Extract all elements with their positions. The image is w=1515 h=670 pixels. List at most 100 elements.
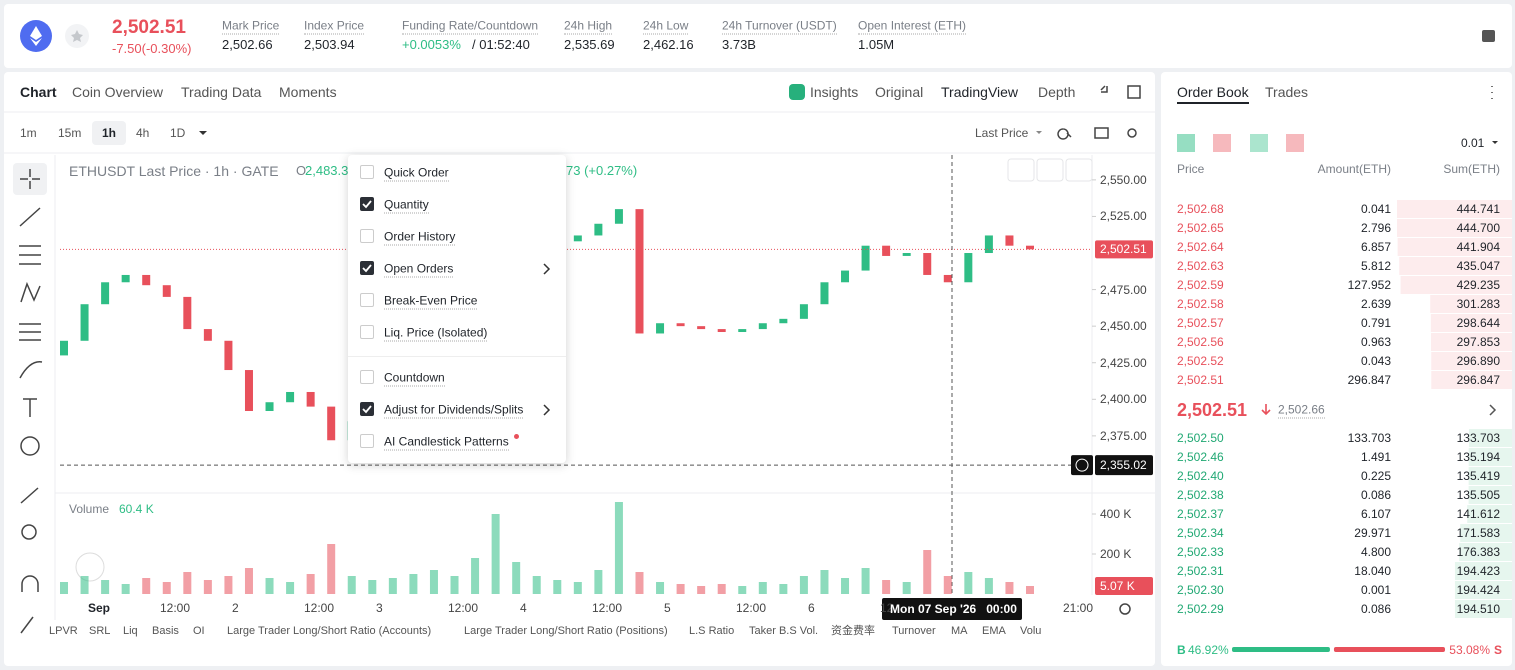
ob-amount: 2.639 [1360,297,1391,311]
layout-icon[interactable] [1177,134,1195,152]
menu-item[interactable]: Quick Order [384,165,449,182]
indicator[interactable]: Liq [123,625,138,637]
checkbox[interactable] [360,434,374,448]
ob-sum: 176.383 [1456,545,1500,559]
ob-tab[interactable]: Order Book [1177,84,1249,100]
layout-icon[interactable] [1286,134,1304,152]
candle [1026,245,1034,250]
menu-item[interactable]: AI Candlestick Patterns [384,434,509,451]
x-tick-label: 12:00 [448,601,479,615]
tool-active[interactable] [13,163,47,195]
menu-item[interactable]: Order History [384,229,456,246]
x-tick-label: Sep [88,601,111,615]
chart-tab[interactable]: Chart [20,84,57,100]
volume-bar [203,580,212,594]
checkbox[interactable] [360,402,374,416]
indicator[interactable]: Turnover [892,625,936,637]
indicator[interactable]: Taker B.S Vol. [749,625,819,637]
indicator[interactable]: SRL [89,625,111,637]
indicator[interactable]: Volu [1020,625,1042,637]
depth-bar [1468,448,1512,466]
stat-value: 2,503.94 [304,37,355,52]
indicator[interactable]: EMA [982,625,1006,637]
interval-active[interactable] [92,121,126,145]
new-dot [514,434,519,439]
interval[interactable]: 1D [170,126,186,140]
menu-item[interactable]: Countdown [384,370,445,387]
candle [60,340,68,356]
chart-tab[interactable]: Coin Overview [72,84,164,100]
menu-item[interactable]: Adjust for Dividends/Splits [384,402,524,419]
view-tab[interactable]: Depth [1038,84,1076,100]
panel-icon[interactable] [1482,30,1495,42]
menu-divider [348,356,566,357]
layout-icon[interactable] [1213,134,1231,152]
volume-bar [758,582,767,594]
depth-bar [1454,562,1512,580]
volume-last-box [1095,576,1153,595]
checkbox[interactable] [360,370,374,384]
checkbox[interactable] [360,293,374,307]
ob-price: 2,502.30 [1177,583,1224,597]
sell-bar [1333,647,1445,652]
volume-bar [409,574,418,594]
depth-bar [1430,295,1512,313]
ob-sum: 296.847 [1456,373,1500,387]
menu-item[interactable]: Break-Even Price [384,293,478,310]
ob-sum: 194.424 [1456,583,1500,597]
volume-bar [471,558,480,594]
checkbox[interactable] [360,197,374,211]
crosshair-add-icon [1075,458,1089,472]
layout-icon[interactable] [1250,134,1268,152]
interval[interactable]: 4h [136,126,150,140]
x-tick-label: 12:00 [160,601,191,615]
volume-bar [697,586,706,594]
top-bar [4,4,1512,68]
stat-value: 3.73B [722,37,756,52]
interval[interactable]: 1m [20,126,37,140]
chart-tab[interactable]: Trading Data [181,84,262,100]
indicator[interactable]: MA [951,625,968,637]
menu-item[interactable]: Liq. Price (Isolated) [384,325,488,342]
checkbox[interactable] [360,165,374,179]
depth-bar [1397,200,1512,218]
ob-price: 2,502.64 [1177,240,1224,254]
ob-tab[interactable]: Trades [1265,84,1309,100]
interval[interactable]: 15m [58,126,82,140]
volume-bar [450,576,459,594]
ob-sum: 194.423 [1456,564,1500,578]
view-tab[interactable]: Insights [810,84,859,100]
chart-button[interactable] [1007,158,1035,182]
price-type[interactable]: Last Price [975,126,1029,140]
view-tab[interactable]: Original [875,84,924,100]
indicator[interactable]: Basis [152,625,179,637]
indicator[interactable]: L.S Ratio [689,625,735,637]
candle [573,235,582,242]
candle [306,391,315,407]
chart-button[interactable] [1036,158,1064,182]
menu-item[interactable]: Quantity [384,197,429,214]
indicator[interactable]: Large Trader Long/Short Ratio (Positions… [464,625,668,637]
interval[interactable]: 1h [102,126,117,140]
depth-bar [1431,352,1512,370]
checkbox[interactable] [360,325,374,339]
indicator[interactable]: 资金费率 [831,625,875,637]
candle [203,329,212,341]
volume-bar [738,586,747,594]
chart-tab[interactable]: Moments [279,84,337,100]
volume-bar [923,550,932,594]
view-tab[interactable]: TradingView [941,84,1019,100]
volume-bar [327,544,336,594]
checkbox[interactable] [360,261,374,275]
indicator[interactable]: Large Trader Long/Short Ratio (Accounts) [227,625,432,637]
menu-item[interactable]: Open Orders [384,261,454,278]
indicator[interactable]: LPVR [49,625,78,637]
checkbox[interactable] [360,229,374,243]
chart-button[interactable] [1065,158,1093,182]
crosshair-time-box [882,598,1022,620]
mid-price: 2,502.51 [1177,400,1248,420]
mid-mark: 2,502.66 [1278,402,1325,419]
indicator[interactable]: OI [193,625,205,637]
precision[interactable]: 0.01 [1461,136,1485,150]
